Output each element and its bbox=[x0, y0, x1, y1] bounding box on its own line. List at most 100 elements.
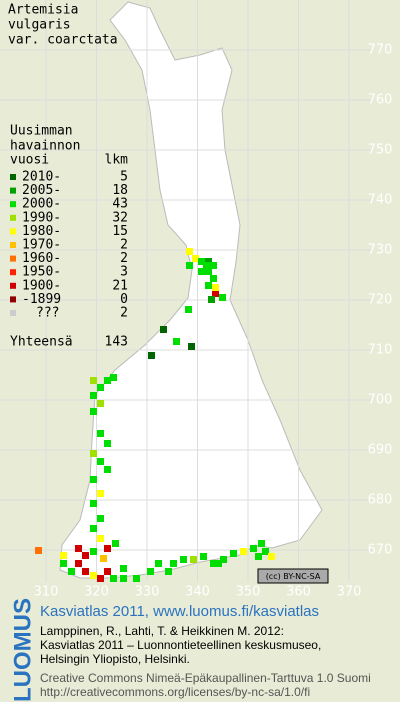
observation-square bbox=[60, 560, 67, 567]
species-title: vulgaris bbox=[8, 18, 71, 33]
observation-square bbox=[255, 553, 262, 560]
observation-square bbox=[240, 548, 247, 555]
observation-square bbox=[210, 262, 217, 269]
footer-link[interactable]: Kasviatlas 2011, www.luomus.fi/kasviatla… bbox=[40, 603, 319, 620]
cc-badge-text: (cc) BY-NC-SA bbox=[266, 572, 321, 581]
observation-square bbox=[82, 552, 89, 559]
observation-square bbox=[90, 500, 97, 507]
legend-count: 5 bbox=[120, 170, 128, 185]
legend-label: 2005- bbox=[22, 183, 61, 198]
legend-count: 2 bbox=[120, 306, 128, 321]
observation-square bbox=[100, 555, 107, 562]
observation-square bbox=[210, 560, 217, 567]
observation-square bbox=[200, 553, 207, 560]
grid-label: 760 bbox=[368, 93, 393, 108]
legend-count: 3 bbox=[120, 265, 128, 280]
observation-square bbox=[75, 560, 82, 567]
legend-swatch bbox=[10, 174, 16, 180]
observation-square bbox=[60, 552, 67, 559]
observation-square bbox=[186, 248, 193, 255]
legend-swatch bbox=[10, 214, 16, 221]
legend-label: 1970- bbox=[22, 238, 61, 253]
observation-square bbox=[203, 262, 210, 269]
observation-square bbox=[90, 476, 97, 483]
observation-square bbox=[210, 275, 217, 282]
observation-square bbox=[82, 568, 89, 575]
legend-count: 15 bbox=[112, 224, 128, 239]
grid-lines bbox=[0, 0, 372, 582]
grid-label: 310 bbox=[34, 585, 59, 600]
observation-square bbox=[90, 377, 97, 384]
cc-badge: (cc) BY-NC-SA bbox=[257, 568, 329, 584]
legend-header: Uusimman bbox=[10, 124, 73, 139]
legend-label: 1990- bbox=[22, 210, 61, 225]
legend-header: havainnon bbox=[10, 139, 80, 154]
legend-swatch bbox=[10, 296, 16, 303]
observation-square bbox=[230, 550, 237, 557]
legend-total-label: Yhteensä bbox=[10, 335, 73, 350]
legend-count: 43 bbox=[112, 197, 128, 212]
observation-square bbox=[190, 556, 197, 563]
observation-square bbox=[170, 560, 177, 567]
legend-label: 1980- bbox=[22, 224, 61, 239]
observation-square bbox=[198, 258, 205, 265]
license: Creative Commons Nimeä-Epäkaupallinen-Ta… bbox=[40, 671, 371, 685]
observation-square bbox=[104, 377, 111, 384]
observation-square bbox=[215, 560, 222, 567]
legend-swatch bbox=[10, 310, 16, 316]
observation-square bbox=[205, 268, 212, 275]
legend-label: 1900- bbox=[22, 278, 61, 293]
legend-label: 1950- bbox=[22, 265, 61, 280]
luomus-logo: LUOMUS bbox=[9, 598, 36, 702]
observation-square bbox=[104, 440, 111, 447]
legend-label: 2010- bbox=[22, 170, 61, 185]
legend-label: 2000- bbox=[22, 197, 61, 212]
legend-count: 0 bbox=[120, 292, 128, 307]
observation-square bbox=[104, 545, 111, 552]
observation-dots bbox=[35, 248, 275, 582]
observation-square bbox=[90, 572, 97, 579]
legend-swatch bbox=[10, 187, 16, 194]
grid-label: 720 bbox=[368, 293, 393, 308]
legend-count: 32 bbox=[112, 210, 128, 225]
observation-square bbox=[212, 290, 219, 297]
legend-count: 2 bbox=[120, 238, 128, 253]
observation-square bbox=[148, 352, 155, 359]
observation-square bbox=[208, 296, 215, 303]
legend-swatch bbox=[10, 282, 16, 289]
observation-square bbox=[268, 553, 275, 560]
observation-square bbox=[110, 575, 117, 582]
grid-label: 670 bbox=[368, 543, 393, 558]
observation-square bbox=[205, 258, 212, 265]
observation-square bbox=[155, 560, 162, 567]
observation-square bbox=[205, 282, 212, 289]
observation-square bbox=[180, 556, 187, 563]
license: http://creativecommons.org/licenses/by-n… bbox=[40, 685, 310, 699]
observation-square bbox=[75, 545, 82, 552]
observation-square bbox=[97, 400, 104, 407]
observation-square bbox=[250, 545, 257, 552]
grid-label: 740 bbox=[368, 193, 393, 208]
grid-label: 750 bbox=[368, 143, 393, 158]
observation-square bbox=[35, 547, 42, 554]
observation-square bbox=[120, 565, 127, 572]
observation-square bbox=[90, 392, 97, 399]
legend-swatch bbox=[10, 255, 16, 262]
observation-square bbox=[104, 466, 111, 473]
legend-label: 1960- bbox=[22, 251, 61, 266]
observation-square bbox=[258, 540, 265, 547]
citation: Kasviatlas 2011 – Luonnontieteellinen ke… bbox=[40, 638, 321, 652]
observation-square bbox=[133, 575, 140, 582]
observation-square bbox=[188, 343, 195, 350]
observation-square bbox=[165, 568, 172, 575]
legend-swatch bbox=[10, 201, 16, 208]
observation-square bbox=[90, 548, 97, 555]
grid-label: 730 bbox=[368, 243, 393, 258]
observation-square bbox=[90, 408, 97, 415]
grid-label: 360 bbox=[286, 585, 311, 600]
observation-square bbox=[112, 540, 119, 547]
observation-square bbox=[186, 262, 193, 269]
observation-square bbox=[90, 525, 97, 532]
